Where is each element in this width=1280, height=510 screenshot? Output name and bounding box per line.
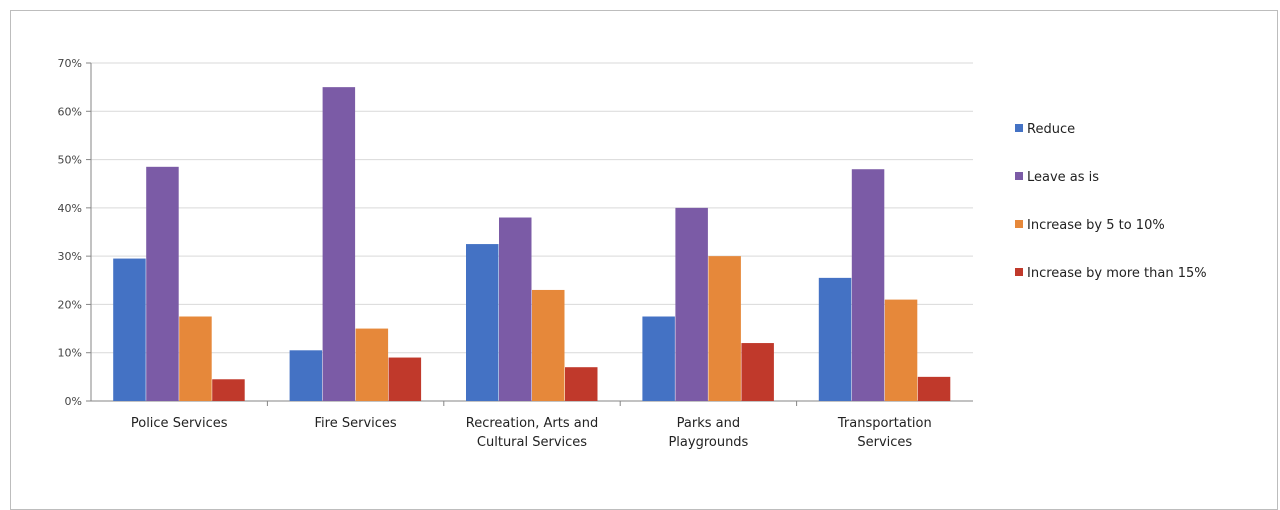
bar bbox=[917, 376, 951, 401]
bar bbox=[884, 299, 918, 401]
bar bbox=[179, 316, 212, 401]
y-tick-label: 30% bbox=[58, 250, 82, 263]
y-tick-label: 70% bbox=[58, 57, 82, 70]
bar bbox=[212, 379, 245, 401]
bar bbox=[675, 207, 708, 401]
x-category-label: Fire Services bbox=[315, 416, 397, 431]
y-tick-label: 10% bbox=[58, 347, 82, 360]
bar bbox=[146, 166, 179, 401]
bar bbox=[642, 316, 675, 401]
bar bbox=[113, 258, 146, 401]
legend-swatch bbox=[1015, 268, 1023, 276]
axis-labels: 0% 10% 20% 30% 40% 50% 60% 70% Police Services Fi… bbox=[58, 57, 932, 450]
gridlines bbox=[86, 62, 973, 402]
bar bbox=[565, 367, 598, 401]
y-tick-label: 20% bbox=[58, 298, 82, 311]
x-category-label: Playgrounds bbox=[668, 435, 748, 450]
bar bbox=[355, 328, 389, 401]
x-category-label: Services bbox=[857, 435, 912, 450]
y-tick-label: 40% bbox=[58, 202, 82, 215]
legend-swatch bbox=[1015, 220, 1023, 228]
y-tick-label: 60% bbox=[58, 105, 82, 118]
bar bbox=[466, 244, 499, 401]
x-category-label: Parks and bbox=[677, 416, 740, 431]
legend-label: Leave as is bbox=[1027, 170, 1099, 185]
bar bbox=[708, 256, 741, 401]
legend-swatch bbox=[1015, 172, 1023, 180]
bar bbox=[532, 289, 565, 401]
legend-label: Increase by more than 15% bbox=[1027, 266, 1207, 281]
bar-chart: 0% 10% 20% 30% 40% 50% 60% 70% Police Services Fi… bbox=[58, 57, 1207, 450]
legend: Reduce Leave as is Increase by 5 to 10% Inc… bbox=[1015, 122, 1207, 281]
bar bbox=[499, 217, 532, 401]
bar bbox=[741, 343, 774, 401]
chart-frame: 0% 10% 20% 30% 40% 50% 60% 70% Police Services Fi… bbox=[10, 10, 1278, 510]
x-category-label: Recreation, Arts and bbox=[466, 416, 598, 431]
legend-label: Reduce bbox=[1027, 122, 1075, 137]
x-category-label: Transportation bbox=[837, 416, 932, 431]
legend-swatch bbox=[1015, 124, 1023, 132]
bar bbox=[851, 169, 885, 401]
y-tick-label: 0% bbox=[65, 395, 82, 408]
y-tick-label: 50% bbox=[58, 154, 82, 167]
x-category-label: Police Services bbox=[131, 416, 228, 431]
bar bbox=[388, 357, 422, 401]
bar bbox=[289, 350, 323, 401]
bar bbox=[818, 277, 852, 401]
bar bbox=[322, 87, 356, 402]
bars bbox=[113, 87, 951, 402]
x-category-label: Cultural Services bbox=[477, 435, 587, 450]
legend-label: Increase by 5 to 10% bbox=[1027, 218, 1165, 233]
